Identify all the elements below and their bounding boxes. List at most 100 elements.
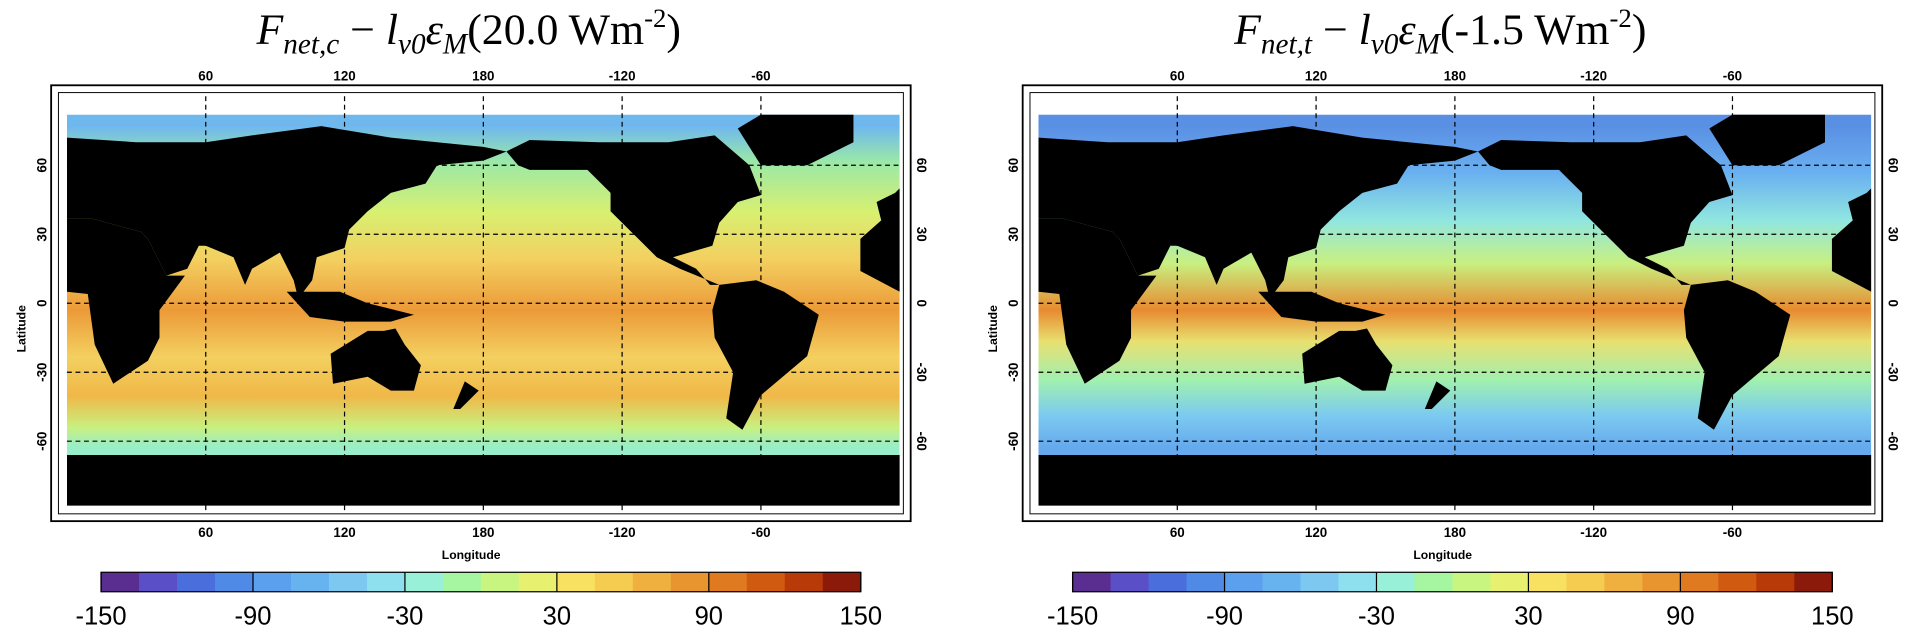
colorbar-segment — [1414, 572, 1454, 592]
title-part: (-1.5 Wm — [1440, 6, 1610, 54]
title-part: M — [442, 29, 469, 61]
panel-title: Fnet,t − lv0εM(-1.5 Wm-2) — [1233, 3, 1646, 61]
title-part: v0 — [1371, 29, 1399, 61]
colorbar-segment — [746, 572, 786, 592]
colorbar-segment — [101, 572, 140, 592]
colorbar-segment — [518, 572, 558, 592]
x-tick-label-top: 60 — [198, 68, 213, 83]
y-tick-label-right: -60 — [1885, 432, 1900, 451]
colorbar-segment — [1224, 572, 1264, 592]
colorbar-segment — [1186, 572, 1226, 592]
landmass — [286, 291, 414, 322]
title-part: ) — [1632, 6, 1647, 54]
x-tick-label-top: -60 — [751, 68, 770, 83]
y-tick-label-right: 30 — [914, 227, 929, 242]
y-tick-label-right: 0 — [914, 299, 929, 306]
colorbar-label: -90 — [235, 603, 272, 631]
y-axis-label: Latitude — [986, 305, 1000, 353]
colorbar-label: 90 — [695, 603, 723, 631]
colorbar-segment — [480, 572, 520, 592]
x-tick-label: 120 — [1305, 525, 1327, 540]
title-part: ε — [426, 6, 444, 54]
y-tick-label-right: 30 — [1885, 227, 1900, 242]
x-tick-label: 60 — [198, 525, 213, 540]
title-part: l — [386, 6, 398, 54]
colorbar-segment — [442, 572, 482, 592]
x-tick-label: 120 — [333, 525, 355, 540]
landmass — [1258, 291, 1386, 322]
colorbar-label: -150 — [75, 603, 126, 631]
colorbar-segment — [328, 572, 368, 592]
x-tick-label-top: -60 — [1723, 68, 1742, 83]
colorbar-segment — [708, 572, 748, 592]
x-tick-label: 60 — [1170, 525, 1185, 540]
colorbar-segment — [556, 572, 596, 592]
colorbar-segment — [1528, 572, 1568, 592]
panel-title: Fnet,c − lv0εM(20.0 Wm-2) — [256, 3, 681, 61]
landmass — [1831, 188, 1872, 292]
y-tick-label: -60 — [1006, 432, 1021, 451]
colorbar-segment — [1338, 572, 1378, 592]
colorbar-segment — [594, 572, 634, 592]
y-tick-label: 60 — [1006, 158, 1021, 173]
x-tick-label-top: 60 — [1170, 68, 1185, 83]
colorbar-segment — [1148, 572, 1188, 592]
frame-inner — [1029, 92, 1876, 515]
landmass — [1038, 218, 1157, 384]
colorbar-segment — [670, 572, 710, 592]
landmass — [66, 126, 507, 299]
colorbar-segment — [1300, 572, 1340, 592]
y-tick-label: -60 — [34, 432, 49, 451]
title-part: M — [1415, 29, 1442, 61]
landmass — [860, 188, 900, 292]
y-tick-label: 60 — [34, 158, 49, 173]
title-part: − — [339, 6, 386, 54]
landmass — [712, 280, 819, 430]
landmass — [1709, 114, 1825, 166]
title-part: net,c — [283, 29, 339, 61]
x-tick-label: -120 — [609, 525, 636, 540]
frame-inner — [57, 92, 904, 515]
y-axis-label: Latitude — [15, 305, 29, 353]
landmass — [1424, 381, 1451, 410]
y-tick-label: 30 — [34, 227, 49, 242]
colorbar-segment — [1566, 572, 1605, 592]
colorbar-label: -30 — [386, 603, 423, 631]
title-part: net,t — [1261, 29, 1313, 61]
landmass — [1478, 135, 1733, 285]
title-part: -2 — [644, 3, 666, 33]
landmass — [453, 381, 479, 410]
x-tick-label: 180 — [472, 525, 494, 540]
colorbar-segment — [1718, 572, 1757, 592]
landmass — [506, 135, 761, 285]
colorbar-segment — [1642, 572, 1681, 592]
y-tick-label-right: 60 — [1885, 158, 1900, 173]
colorbar-label: 30 — [543, 603, 571, 631]
colorbar-segment — [404, 572, 444, 592]
title-part: F — [1233, 6, 1262, 54]
landmass — [1302, 328, 1393, 391]
x-tick-label-top: 120 — [1305, 68, 1327, 83]
landmass — [66, 218, 185, 384]
colorbar-segment — [290, 572, 330, 592]
y-tick-label-right: -30 — [1885, 363, 1900, 382]
x-tick-label-top: -120 — [609, 68, 636, 83]
colorbar-segment — [1680, 572, 1719, 592]
landmass — [1683, 280, 1791, 430]
y-tick-label: 30 — [1006, 227, 1021, 242]
colorbar-segment — [1452, 572, 1492, 592]
title-part: − — [1312, 6, 1359, 54]
map-panel: Fnet,c − lv0εM(20.0 Wm-2) 60 60 120 120 180 18… — [15, 3, 929, 631]
y-tick-label-right: -30 — [914, 363, 929, 382]
y-tick-label-right: 0 — [1885, 299, 1900, 306]
colorbar-segment — [1794, 572, 1833, 592]
x-tick-label: -120 — [1580, 525, 1607, 540]
y-tick-label: -30 — [1006, 363, 1021, 382]
y-tick-label-right: -60 — [914, 432, 929, 451]
x-tick-label: -60 — [751, 525, 770, 540]
x-tick-label-top: 120 — [333, 68, 355, 83]
x-tick-label-top: 180 — [1444, 68, 1466, 83]
colorbar-label: 30 — [1514, 603, 1542, 631]
colorbar-segment — [1756, 572, 1795, 592]
